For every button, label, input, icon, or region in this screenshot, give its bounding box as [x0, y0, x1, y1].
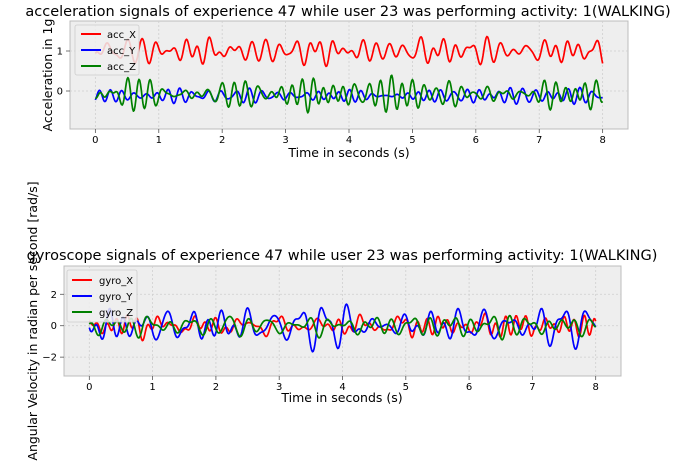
gyro-x-tick-label: 8 [592, 382, 598, 393]
acc-series-acc_Z [95, 74, 604, 114]
acc-x-tick-label: 8 [599, 135, 605, 146]
gyro-series-lines [88, 303, 597, 353]
gyro-y-tick-label: 0 [51, 321, 57, 332]
gyro-y-tick-label: −2 [42, 353, 57, 364]
acc-x-tick-label: 1 [156, 135, 162, 146]
acc-y-axis-label: Acceleration in 1g [40, 19, 55, 132]
gyro-chart-title: gyroscope signals of experience 47 while… [27, 248, 658, 264]
gyro-series-gyro_Z [88, 314, 597, 341]
acceleration-chart: acceleration signals of experience 47 wh… [25, 4, 670, 160]
acc-series-acc_X [94, 35, 604, 68]
acc-x-tick-label: 0 [92, 135, 98, 146]
acc-x-tick-label: 3 [282, 135, 288, 146]
gyro-x-tick-label: 2 [213, 382, 219, 393]
acc-x-ticks: 0 1 2 3 4 5 6 7 8 [92, 129, 606, 146]
gyro-x-ticks: 0 1 2 3 4 5 6 7 8 [86, 376, 599, 393]
gyro-x-tick-label: 6 [466, 382, 472, 393]
gyro-x-tick-label: 5 [403, 382, 409, 393]
gyro-x-tick-label: 0 [86, 382, 92, 393]
gyro-y-tick-label: 2 [51, 290, 57, 301]
gyro-legend-label-y: gyro_Y [99, 292, 133, 303]
acc-y-ticks: 01 [57, 47, 70, 98]
acc-x-tick-label: 5 [409, 135, 415, 146]
gyro-x-tick-label: 1 [149, 382, 155, 393]
acc-legend-label-z: acc_Z [107, 62, 136, 73]
gyro-legend: gyro_X gyro_Y gyro_Z [66, 269, 138, 323]
acc-series-lines [94, 35, 604, 114]
acc-y-tick-label: 1 [57, 47, 63, 58]
gyro-x-axis-label: Time in seconds (s) [280, 390, 402, 405]
gyro-y-ticks: −2 0 2 [42, 290, 64, 364]
acc-x-tick-label: 4 [346, 135, 352, 146]
gyroscope-chart: gyroscope signals of experience 47 while… [25, 181, 657, 460]
acc-legend-label-y: acc_Y [107, 46, 136, 57]
acc-legend-label-x: acc_X [107, 30, 136, 41]
acc-series-acc_Y [94, 86, 603, 106]
gyro-x-tick-label: 3 [276, 382, 282, 393]
acc-y-tick-label: 0 [57, 87, 63, 98]
gyro-legend-label-z: gyro_Z [99, 308, 133, 319]
acc-x-axis-label: Time in seconds (s) [287, 145, 409, 160]
acc-x-tick-label: 7 [536, 135, 542, 146]
acc-x-tick-label: 6 [473, 135, 479, 146]
gyro-y-axis-label: Angular Velocity in radian per second [r… [25, 181, 40, 460]
acc-chart-title: acceleration signals of experience 47 wh… [25, 4, 670, 20]
acc-legend: acc_X acc_Y acc_Z [74, 24, 140, 76]
acc-x-tick-label: 2 [219, 135, 225, 146]
gyro-x-tick-label: 4 [339, 382, 345, 393]
gyro-legend-label-x: gyro_X [99, 276, 133, 287]
gyro-legend-box [66, 269, 138, 323]
gyro-x-tick-label: 7 [529, 382, 535, 393]
acc-legend-box [74, 24, 140, 76]
